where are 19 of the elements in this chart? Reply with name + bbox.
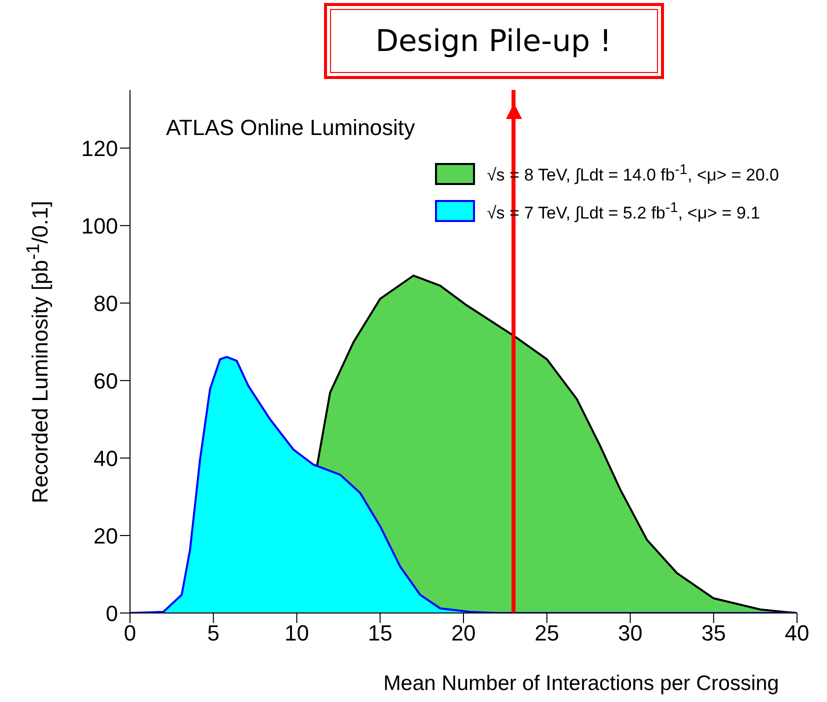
x-tick-label: 20 xyxy=(451,620,476,646)
x-axis-title: Mean Number of Interactions per Crossing xyxy=(383,672,779,696)
x-tick-label: 0 xyxy=(124,620,136,646)
y-tick-label: 100 xyxy=(81,213,118,238)
x-tick-label: 40 xyxy=(784,620,810,646)
ref-line-label: Design Pile-up ! xyxy=(330,9,658,73)
x-tick-label: 35 xyxy=(701,620,726,646)
y-tick-label: 0 xyxy=(106,600,118,626)
y-tick-label: 60 xyxy=(94,368,118,394)
y-tick-label: 80 xyxy=(94,290,118,316)
text: ATLAS Online Luminosity xyxy=(166,115,416,141)
x-tick-label: 10 xyxy=(284,620,309,646)
y-tick-label: 20 xyxy=(94,523,118,548)
x-tick-label: 5 xyxy=(207,620,220,646)
x-tick-label: 30 xyxy=(618,620,642,646)
x-tick-label: 25 xyxy=(534,620,560,646)
x-tick-label: 15 xyxy=(368,620,392,646)
y-tick-label: 120 xyxy=(81,136,118,161)
y-tick-label: 40 xyxy=(94,446,118,471)
